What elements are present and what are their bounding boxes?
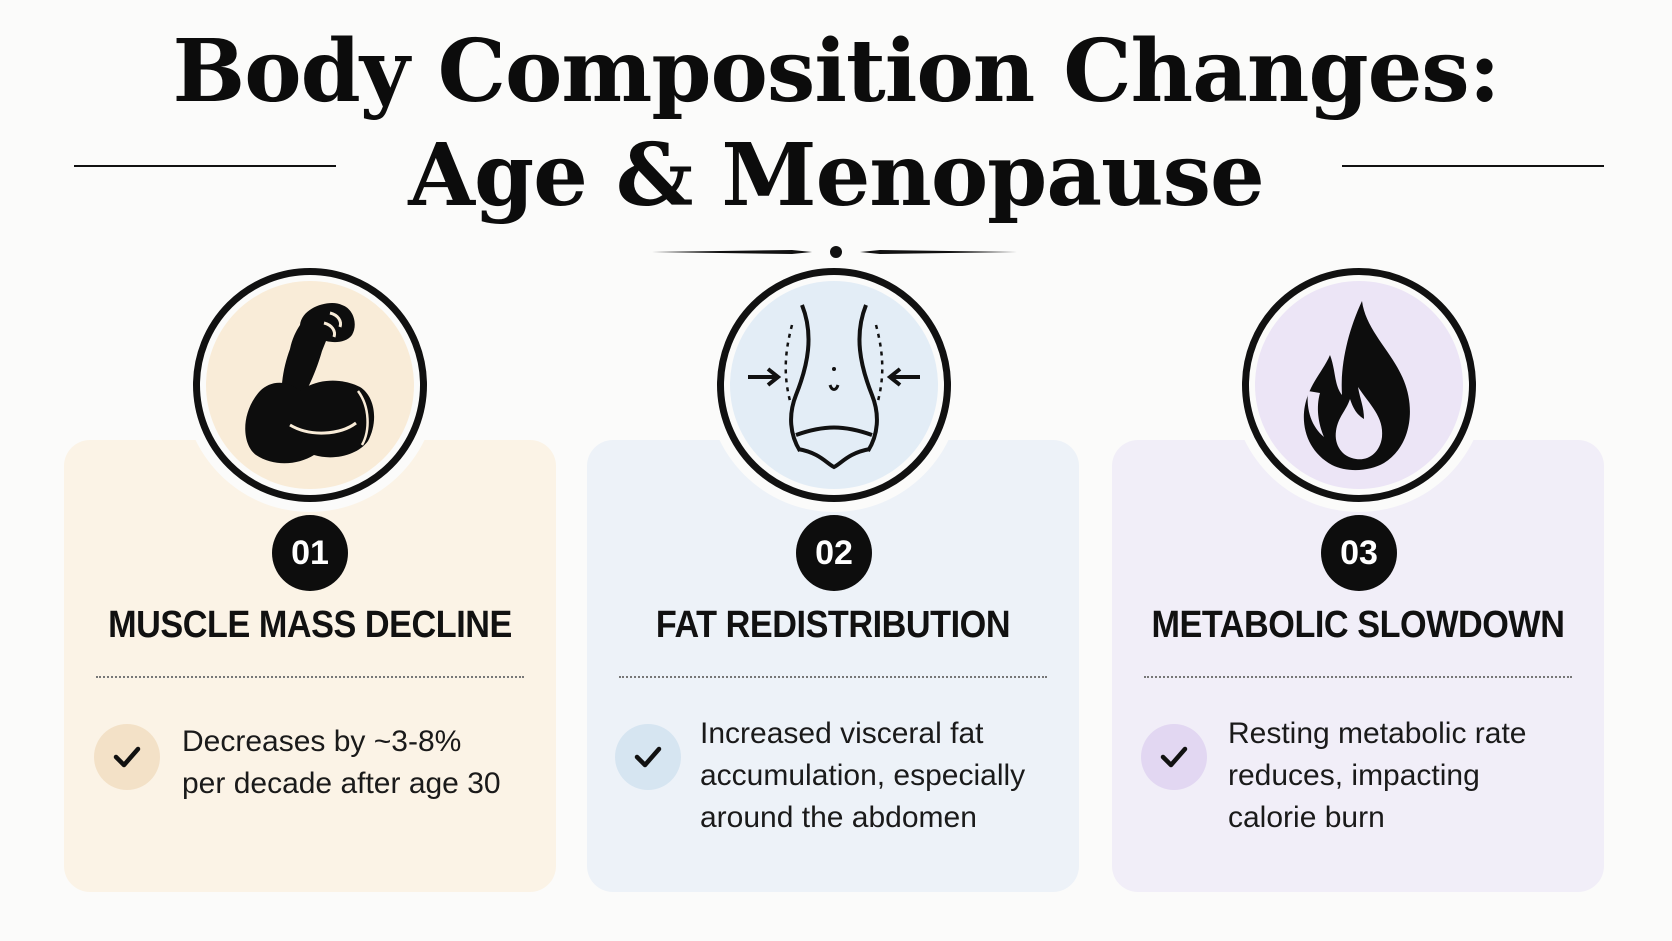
- icon-ring-muscle: [183, 258, 437, 512]
- card-title: MUSCLE MASS DECLINE: [108, 604, 512, 646]
- card-separator: [96, 676, 524, 678]
- description-line: Resting metabolic rate: [1228, 717, 1527, 750]
- icon-ring-fat: [707, 258, 961, 512]
- card-title: METABOLIC SLOWDOWN: [1151, 604, 1565, 646]
- card-separator: [619, 676, 1047, 678]
- check-icon: [615, 724, 681, 790]
- title-ornament: [652, 246, 1020, 258]
- card-number-badge: 03: [1321, 515, 1397, 591]
- title-rule-left: [74, 165, 336, 167]
- icon-ring-metabolic: [1232, 258, 1486, 512]
- card-description: Decreases by ~3-8% per decade after age …: [182, 721, 501, 805]
- description-line: around the abdomen: [700, 801, 977, 834]
- waist-icon: [748, 304, 920, 470]
- description-line: reduces, impacting: [1228, 759, 1480, 792]
- description-line: per decade after age 30: [182, 767, 501, 800]
- card-title: FAT REDISTRIBUTION: [655, 604, 1011, 646]
- card-description: Increased visceral fat accumulation, esp…: [700, 713, 1025, 839]
- check-icon: [94, 724, 160, 790]
- description-line: accumulation, especially: [700, 759, 1026, 792]
- card-separator: [1144, 676, 1572, 678]
- card-number-badge: 01: [272, 515, 348, 591]
- page-title-line-1: Body Composition Changes:: [172, 21, 1501, 122]
- flexed-arm-icon: [245, 303, 375, 464]
- description-line: Decreases by ~3-8%: [182, 725, 462, 758]
- flame-icon: [1303, 301, 1410, 471]
- card-number-badge: 02: [796, 515, 872, 591]
- card-description: Resting metabolic rate reduces, impactin…: [1228, 713, 1526, 839]
- title-rule-right: [1342, 165, 1604, 167]
- description-line: Increased visceral fat: [700, 717, 984, 750]
- check-icon: [1141, 724, 1207, 790]
- description-line: calorie burn: [1228, 801, 1385, 834]
- page-title-line-2: Age & Menopause: [408, 125, 1264, 226]
